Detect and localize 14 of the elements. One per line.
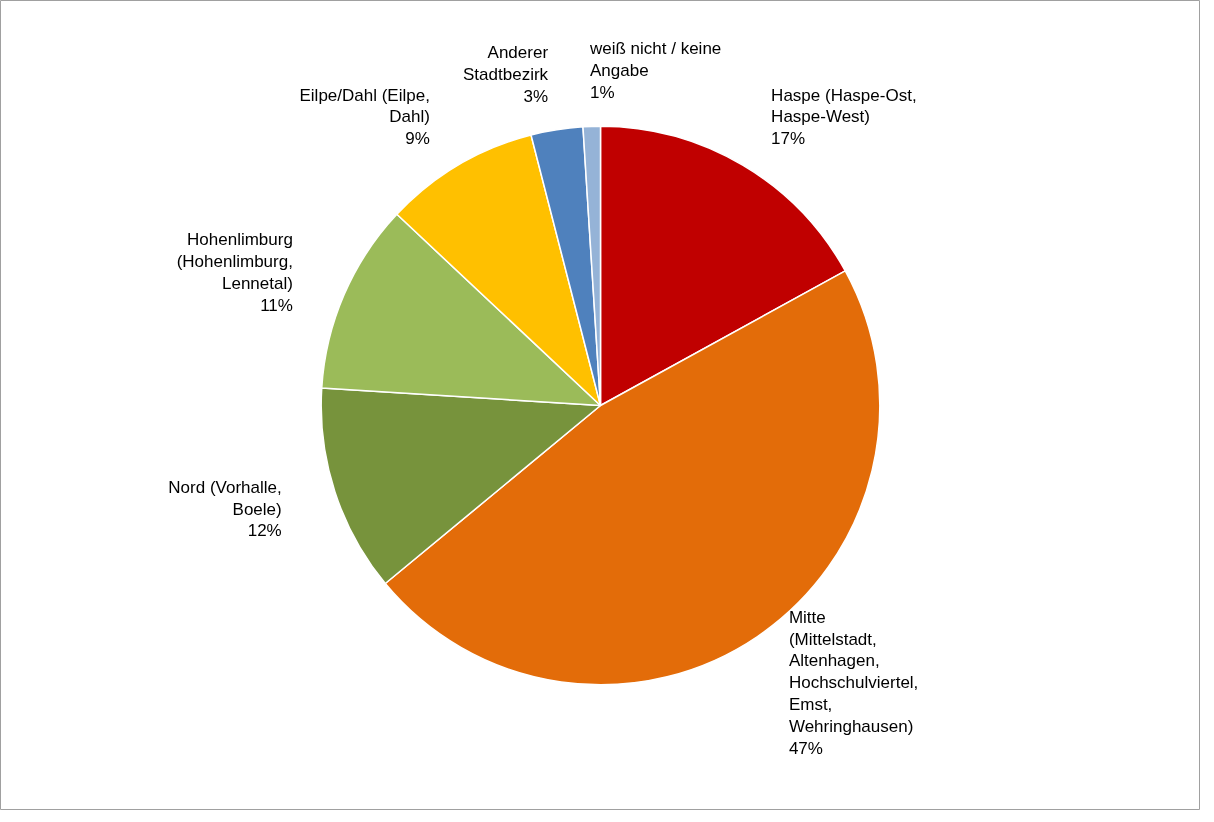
slice-label: Nord (Vorhalle, Boele) xyxy=(168,477,282,519)
data-label: 3% xyxy=(523,86,549,106)
slice-label: Mitte (Mittelstadt, Altenhagen, Hochschulviertel, Emst, Wehringhausen) xyxy=(788,607,919,736)
data-label: 11% xyxy=(260,295,293,315)
data-label: 17% xyxy=(771,129,806,149)
slice-label: Eilpe/Dahl (Eilpe, Dahl) xyxy=(299,85,430,127)
slice-label: Hohenlimburg (Hohenlimburg, Lennetal) xyxy=(176,230,293,293)
slice-label: weiß nicht / keine Angabe xyxy=(588,39,722,80)
slice-label: Haspe (Haspe-Ost, Haspe-West) xyxy=(771,85,917,127)
data-label: 47% xyxy=(788,738,823,758)
slice-label: Anderer Stadtbezirk xyxy=(463,43,549,84)
data-label: 9% xyxy=(405,129,430,149)
data-label: 12% xyxy=(247,521,282,541)
data-label: 1% xyxy=(589,82,615,102)
